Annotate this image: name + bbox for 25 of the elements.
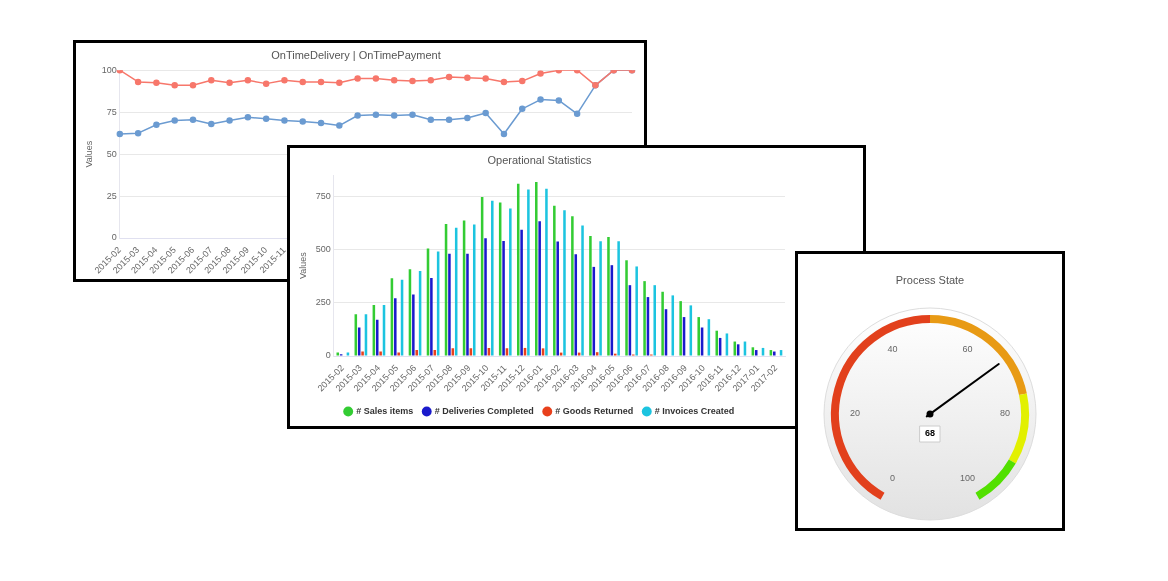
legend-label: # Sales items xyxy=(356,405,414,416)
text: 80 xyxy=(999,408,1011,419)
legend-label: # Invoices Created xyxy=(654,405,735,416)
y-tick-label: 750 xyxy=(315,190,331,201)
text: 100 xyxy=(959,473,976,484)
y-tick-label: 75 xyxy=(106,106,117,117)
y-tick-label: 0 xyxy=(111,232,117,243)
y-axis-title: Values xyxy=(83,140,94,168)
y-tick-label: 250 xyxy=(315,297,331,308)
text: 0 xyxy=(889,473,896,484)
y-tick-label: 100 xyxy=(101,64,117,75)
text: 40 xyxy=(887,343,898,354)
y-tick-label: 500 xyxy=(315,244,331,255)
text: 20 xyxy=(849,408,861,419)
text: 60 xyxy=(962,343,973,354)
legend-label: # Goods Returned xyxy=(555,405,634,416)
legend-label: # Deliveries Completed xyxy=(434,405,534,416)
data-label: 68 xyxy=(924,428,936,439)
y-tick-label: 25 xyxy=(106,190,117,201)
chart-title: OnTimeDelivery | OnTimePayment xyxy=(271,48,441,61)
chart-title: Operational Statistics xyxy=(487,153,592,166)
y-axis-title: Values xyxy=(297,251,308,280)
y-tick-label: 50 xyxy=(106,148,117,159)
y-tick-label: 0 xyxy=(325,350,331,361)
text: Process State xyxy=(895,273,965,286)
